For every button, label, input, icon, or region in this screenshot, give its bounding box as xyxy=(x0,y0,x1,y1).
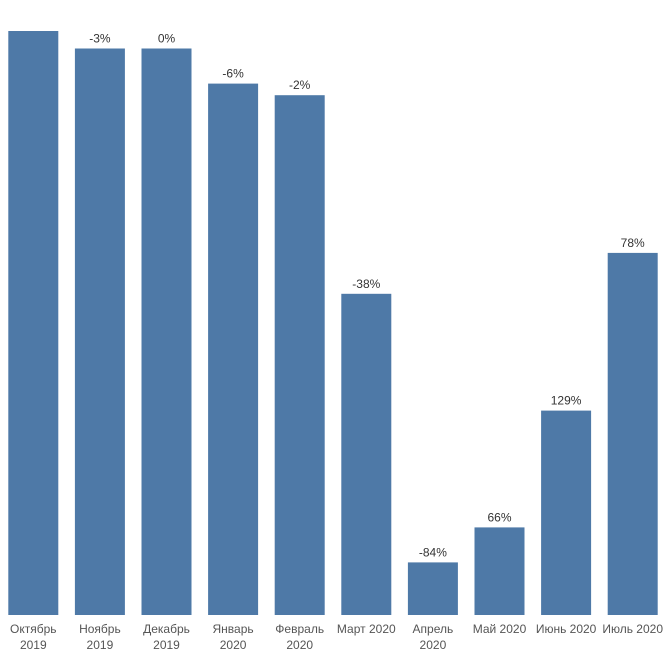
x-tick-label-line: 2019 xyxy=(20,638,47,652)
x-tick-label: Ноябрь 2019 xyxy=(79,622,121,652)
data-label: 0% xyxy=(158,32,176,46)
data-label: -84% xyxy=(419,545,447,559)
data-label: 66% xyxy=(487,510,511,524)
bar xyxy=(208,83,259,616)
x-tick-label: Декабрь 2019 xyxy=(143,622,190,652)
x-tick-label: Июль 2020 xyxy=(602,622,663,636)
data-label: -6% xyxy=(222,67,244,81)
bar xyxy=(74,48,125,615)
bar xyxy=(141,48,192,615)
data-label: -3% xyxy=(89,32,111,46)
x-tick-label-line: Июль 2020 xyxy=(602,622,663,636)
bar xyxy=(341,293,392,615)
x-tick-label: Январь 2020 xyxy=(213,622,254,652)
x-tick-label-line: Май 2020 xyxy=(473,622,527,636)
x-tick-label-line: 2020 xyxy=(420,638,447,652)
x-tick-label: Октябрь 2019 xyxy=(10,622,57,652)
x-tick-label-line: Июнь 2020 xyxy=(536,622,597,636)
x-tick-label: Май 2020 xyxy=(473,622,527,636)
x-tick-label: Февраль 2020 xyxy=(275,622,324,652)
bars-layer xyxy=(8,31,658,616)
x-tick-label: Апрель 2020 xyxy=(413,622,454,652)
bar xyxy=(8,31,59,615)
data-label: -2% xyxy=(289,78,311,92)
x-tick-label-line: Апрель xyxy=(413,622,454,636)
data-label: 129% xyxy=(551,394,582,408)
bar xyxy=(541,410,592,615)
x-tick-label-line: Январь xyxy=(213,622,254,636)
data-label: -38% xyxy=(352,277,380,291)
bar xyxy=(474,527,525,615)
x-tick-label-line: 2020 xyxy=(220,638,247,652)
x-tick-label: Июнь 2020 xyxy=(536,622,597,636)
x-tick-label-line: Февраль xyxy=(275,622,324,636)
x-tick-label: Март 2020 xyxy=(337,622,396,636)
x-tick-label-line: Ноябрь xyxy=(79,622,121,636)
x-tick-label-line: 2019 xyxy=(87,638,114,652)
x-axis-tick-labels: Октябрь 2019 Ноябрь 2019 Декабрь 2019 Январь 20… xyxy=(10,622,663,652)
bar xyxy=(607,252,658,615)
bar xyxy=(407,562,458,615)
data-label: 78% xyxy=(621,236,645,250)
x-tick-label-line: 2019 xyxy=(153,638,180,652)
bar xyxy=(274,95,325,615)
x-tick-label-line: 2020 xyxy=(286,638,313,652)
x-tick-label-line: Октябрь xyxy=(10,622,57,636)
data-labels-layer: -3% 0% -6% -2% -38% -84% 66% 129% 78% xyxy=(89,32,645,560)
x-tick-label-line: Декабрь xyxy=(143,622,190,636)
x-tick-label-line: Март 2020 xyxy=(337,622,396,636)
